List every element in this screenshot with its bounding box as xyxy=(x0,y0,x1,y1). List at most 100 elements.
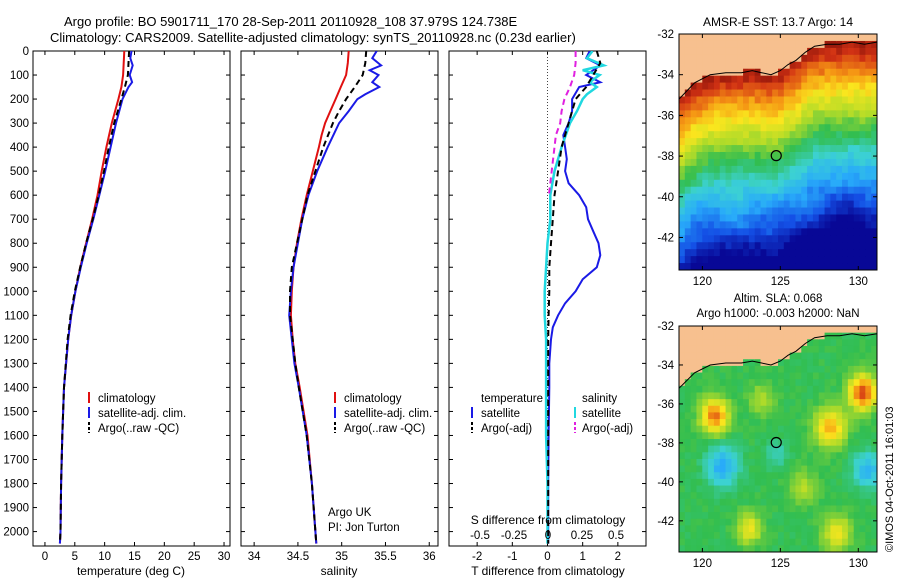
map-cell xyxy=(801,538,808,546)
map-xlabel-1-125: 125 xyxy=(771,276,790,288)
map-cell xyxy=(818,200,826,209)
map-cell xyxy=(807,256,814,264)
map-cell xyxy=(824,145,832,153)
map-cell xyxy=(859,326,866,334)
map-cell xyxy=(743,472,750,480)
map-cell xyxy=(684,339,692,347)
map-cell xyxy=(679,68,686,77)
map-cell xyxy=(684,145,692,153)
map-cell xyxy=(818,425,826,433)
map-cell xyxy=(772,75,779,84)
map-cell xyxy=(859,68,866,77)
map-cell xyxy=(824,235,832,243)
map-cell xyxy=(836,326,843,334)
map-cell xyxy=(713,200,721,209)
map-cell xyxy=(871,249,877,257)
map-cell xyxy=(719,242,727,250)
map-cell xyxy=(737,110,744,118)
map-cell xyxy=(713,186,721,195)
map-cell xyxy=(760,452,767,460)
map-cell xyxy=(731,498,738,507)
map-cell xyxy=(789,249,797,257)
map-cell xyxy=(684,263,692,270)
map-cell xyxy=(801,207,808,216)
temperature-xlabel: temperature (deg C) xyxy=(77,564,185,578)
map-cell xyxy=(859,365,866,374)
map-cell xyxy=(783,525,791,533)
map-cell xyxy=(737,235,744,243)
map-cell xyxy=(708,432,715,440)
map-cell xyxy=(690,152,698,160)
map-cell xyxy=(865,452,872,460)
map-cell xyxy=(772,399,779,407)
map-cell xyxy=(719,256,727,264)
map-cell xyxy=(737,221,744,229)
map-cell xyxy=(743,172,750,181)
map-cell xyxy=(853,89,861,98)
map-cell xyxy=(789,525,797,533)
map-cell xyxy=(801,505,808,513)
map-cell xyxy=(836,472,843,480)
map-cell xyxy=(783,512,791,520)
map-cell xyxy=(836,465,843,473)
map-cell xyxy=(713,545,721,552)
map-cell xyxy=(824,412,832,420)
map-cell xyxy=(830,326,837,334)
map-cell xyxy=(795,352,802,360)
map-cell xyxy=(807,478,814,487)
map-cell xyxy=(801,165,808,174)
map-cell xyxy=(859,478,866,487)
map-cell xyxy=(684,256,692,264)
map-cell xyxy=(772,518,779,527)
map-cell xyxy=(708,372,715,380)
map-cell xyxy=(824,228,832,236)
map-cell xyxy=(830,419,837,427)
map-cell xyxy=(807,138,814,146)
map-cell xyxy=(871,352,877,360)
diff-legend-sal-sat: satellite xyxy=(582,408,621,420)
map-cell xyxy=(824,61,832,70)
map-cell xyxy=(859,458,866,467)
map-cell xyxy=(754,124,762,132)
map-cell xyxy=(719,392,727,400)
map-cell xyxy=(853,82,861,91)
map-cell xyxy=(737,452,744,460)
map-cell xyxy=(754,345,762,354)
map-cell xyxy=(871,505,877,513)
map-cell xyxy=(818,256,826,264)
map-cell xyxy=(696,179,703,188)
map-cell xyxy=(807,68,814,77)
map-cell xyxy=(836,82,843,91)
map-cell xyxy=(783,165,791,174)
map-cell xyxy=(795,472,802,480)
map-cell xyxy=(807,193,814,202)
map-cell xyxy=(754,158,762,167)
map-cell xyxy=(865,103,872,111)
map-cell xyxy=(783,186,791,195)
map-cell xyxy=(696,221,703,229)
map-cell xyxy=(830,61,837,70)
map-cell xyxy=(859,214,866,223)
map-cell xyxy=(778,452,785,460)
map-cell xyxy=(719,379,727,387)
map-cell xyxy=(842,352,849,360)
map-cell xyxy=(865,339,872,347)
map-cell xyxy=(766,326,773,334)
map-cell xyxy=(684,512,692,520)
map-cell xyxy=(743,365,750,374)
map-cell xyxy=(865,518,872,527)
map-cell xyxy=(737,326,744,334)
map-cell xyxy=(853,54,861,63)
map-cell xyxy=(684,96,692,105)
map-cell xyxy=(766,145,773,153)
map-cell xyxy=(824,186,832,195)
map-cell xyxy=(702,505,709,513)
map-cell xyxy=(737,54,744,63)
map-cell xyxy=(836,172,843,181)
map-cell xyxy=(778,179,785,188)
map-cell xyxy=(772,405,779,414)
map-cell xyxy=(748,152,756,160)
map-cell xyxy=(801,392,808,400)
map-cell xyxy=(824,339,832,347)
ylabel-400: 400 xyxy=(10,142,29,154)
